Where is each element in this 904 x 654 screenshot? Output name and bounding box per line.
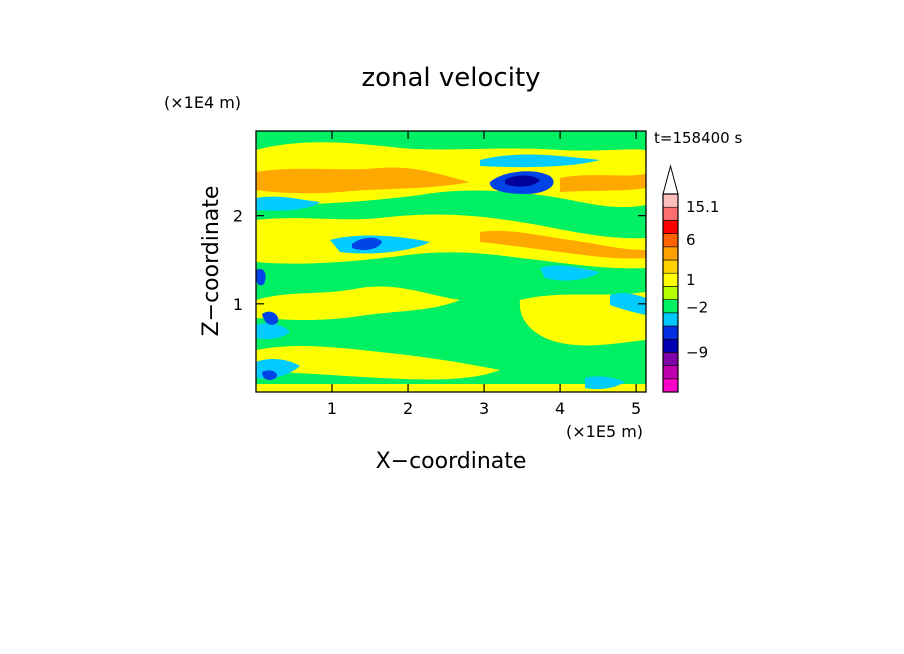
chart-title: zonal velocity <box>361 63 540 93</box>
field-band-orange-upper <box>256 167 470 194</box>
x-axis-title: X−coordinate <box>376 449 527 474</box>
x-tick-label: 3 <box>479 399 489 418</box>
colorbar-segment <box>662 220 679 234</box>
colorbar-segment <box>662 312 679 327</box>
time-label: t=158400 s <box>654 129 742 147</box>
field-blue-core-bottom <box>262 370 277 380</box>
field-darkblue-core <box>505 175 540 187</box>
colorbar-segment <box>662 206 679 221</box>
field-cyan-bottom-right <box>585 376 625 390</box>
colorbar-segment <box>662 259 679 274</box>
contour-field <box>256 131 646 392</box>
x-tick-label: 5 <box>631 399 641 418</box>
x-unit-label: (×1E5 m) <box>566 422 643 441</box>
x-tick-label: 1 <box>327 399 337 418</box>
field-cyan-left-low <box>256 323 290 340</box>
y-tick-label: 1 <box>233 295 243 314</box>
field-band-orange-right <box>560 174 646 192</box>
colorbar: 15.1 6 1 −2 −9 <box>662 164 719 393</box>
colorbar-segment <box>662 272 679 287</box>
colorbar-tick-label: 1 <box>686 271 696 289</box>
colorbar-segment <box>662 233 679 248</box>
colorbar-overflow-triangle <box>662 164 679 195</box>
y-unit-label: (×1E4 m) <box>164 93 241 112</box>
colorbar-tick-label: 15.1 <box>686 198 719 216</box>
colorbar-segment <box>662 246 679 261</box>
colorbar-segment <box>662 338 679 353</box>
x-tick-label: 4 <box>555 399 565 418</box>
field-cyan-mid-right <box>540 265 600 281</box>
colorbar-segment <box>662 365 679 380</box>
field-blue-core-edge <box>256 268 266 286</box>
field-band-yellow-bottom <box>256 346 500 380</box>
x-axis-ticks: 1 2 3 4 5 <box>327 131 641 418</box>
y-axis-ticks: 12 <box>233 207 646 314</box>
field-band-yellow-base <box>256 384 646 392</box>
colorbar-tick-label: −9 <box>686 343 708 361</box>
colorbar-segment <box>662 325 679 340</box>
field-cyan-left-upper <box>256 196 320 211</box>
colorbar-segment <box>662 299 679 314</box>
colorbar-tick-label: −2 <box>686 299 708 317</box>
colorbar-segment <box>662 193 679 208</box>
field-cyan-right-edge <box>610 293 646 315</box>
field-band-yellow-middle <box>256 214 646 269</box>
field-blue-core-left <box>262 311 279 325</box>
colorbar-segment <box>662 352 679 366</box>
y-axis-title: Z−coordinate <box>199 186 224 337</box>
colorbar-segment <box>662 286 679 300</box>
field-blue-core-center <box>352 237 382 250</box>
field-band-yellow-lower <box>256 286 460 320</box>
colorbar-segment <box>662 378 679 393</box>
colorbar-tick-label: 6 <box>686 231 696 249</box>
plot-frame <box>255 130 647 393</box>
y-tick-label: 2 <box>233 207 243 226</box>
x-tick-label: 2 <box>403 399 413 418</box>
field-cyan-top <box>480 154 600 168</box>
colorbar-frame <box>662 193 679 393</box>
field-band-orange-middle <box>480 230 646 259</box>
